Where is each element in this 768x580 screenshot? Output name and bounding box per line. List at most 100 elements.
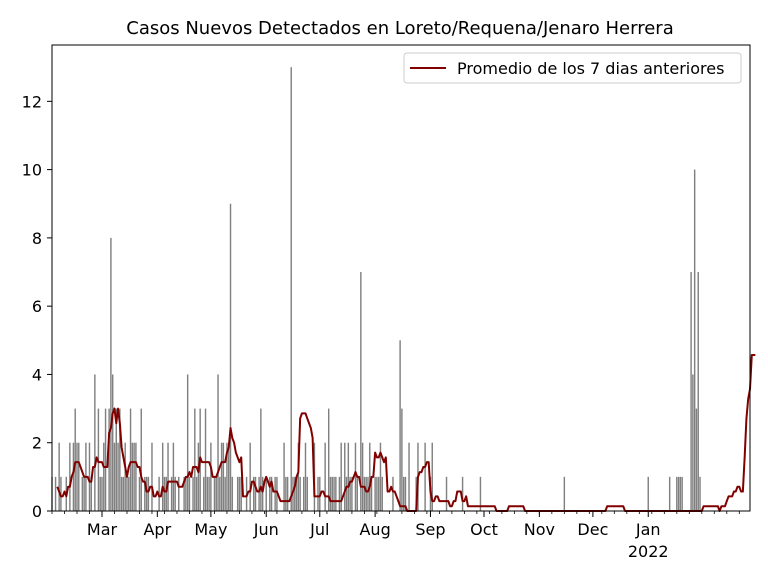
bar bbox=[677, 476, 680, 511]
bar bbox=[54, 476, 57, 511]
bar bbox=[165, 476, 167, 511]
bar bbox=[236, 476, 239, 511]
bar bbox=[197, 442, 200, 511]
bar bbox=[186, 374, 189, 511]
bar bbox=[108, 408, 110, 511]
bar bbox=[681, 476, 683, 511]
y-tick-label: 2 bbox=[32, 434, 42, 453]
bar bbox=[185, 476, 187, 511]
bar bbox=[122, 476, 125, 511]
bar bbox=[690, 272, 692, 511]
bar bbox=[83, 476, 85, 511]
bar bbox=[563, 476, 566, 511]
bar bbox=[329, 476, 332, 511]
bar bbox=[174, 476, 176, 511]
y-tick-label: 6 bbox=[32, 297, 42, 316]
bar bbox=[286, 476, 289, 511]
bar bbox=[676, 476, 678, 511]
bar bbox=[78, 442, 80, 511]
bar bbox=[99, 476, 101, 511]
bar bbox=[294, 476, 296, 511]
bar bbox=[217, 374, 219, 511]
bar bbox=[647, 476, 649, 511]
bar bbox=[103, 442, 105, 511]
bar bbox=[408, 442, 410, 511]
bar bbox=[376, 476, 378, 511]
bar bbox=[101, 476, 103, 511]
x-tick-label: Jan bbox=[635, 520, 661, 539]
bar bbox=[349, 476, 351, 511]
bar bbox=[333, 476, 335, 511]
x-tick-label: Sep bbox=[415, 520, 445, 539]
bar bbox=[697, 272, 699, 511]
bar bbox=[229, 203, 232, 511]
bar bbox=[194, 408, 196, 511]
bar bbox=[297, 442, 300, 511]
bar bbox=[302, 476, 305, 511]
bar bbox=[126, 476, 128, 511]
bar bbox=[183, 476, 185, 511]
bar bbox=[431, 442, 433, 511]
bar bbox=[344, 442, 346, 511]
x-tick-label: Jul bbox=[309, 520, 329, 539]
bar bbox=[120, 476, 123, 511]
y-tick-label: 8 bbox=[32, 229, 42, 248]
bar bbox=[76, 442, 78, 511]
bar bbox=[356, 476, 358, 511]
bar bbox=[283, 442, 285, 511]
bar bbox=[208, 476, 210, 511]
bar bbox=[135, 442, 137, 511]
x-tick-sublabel: 2022 bbox=[628, 542, 669, 561]
bar bbox=[270, 476, 273, 511]
bar bbox=[210, 442, 212, 511]
bar bbox=[360, 272, 362, 511]
legend-box bbox=[403, 52, 742, 84]
bar bbox=[274, 476, 276, 511]
bar bbox=[290, 67, 292, 511]
bar bbox=[404, 476, 407, 511]
bar bbox=[163, 476, 166, 511]
bar bbox=[365, 476, 367, 511]
bar bbox=[224, 476, 226, 511]
bar bbox=[261, 476, 264, 511]
bar bbox=[402, 476, 405, 511]
bar bbox=[129, 408, 132, 511]
y-tick-label: 10 bbox=[22, 161, 42, 180]
bar bbox=[479, 476, 482, 511]
bar bbox=[258, 476, 260, 511]
bar bbox=[195, 476, 198, 511]
bar bbox=[170, 476, 173, 511]
bar bbox=[338, 476, 341, 511]
bar bbox=[140, 408, 142, 511]
bar bbox=[69, 442, 71, 511]
bar bbox=[113, 442, 116, 511]
bar bbox=[254, 476, 257, 511]
bar bbox=[363, 476, 366, 511]
bar bbox=[377, 476, 380, 511]
chart-title: Casos Nuevos Detectados en Loreto/Requen… bbox=[126, 18, 673, 39]
bar bbox=[167, 442, 169, 511]
bar bbox=[668, 476, 671, 511]
bar bbox=[374, 476, 376, 511]
bar bbox=[151, 442, 153, 511]
bar bbox=[249, 442, 251, 511]
bar bbox=[461, 476, 464, 511]
bar bbox=[138, 476, 141, 511]
bar bbox=[285, 476, 287, 511]
bar bbox=[104, 408, 107, 511]
legend-label: Promedio de los 7 dias anteriores bbox=[457, 59, 724, 78]
bar bbox=[324, 442, 326, 511]
bar bbox=[445, 476, 448, 511]
bar bbox=[219, 476, 221, 511]
bar bbox=[265, 476, 267, 511]
bar bbox=[381, 476, 383, 511]
bar bbox=[94, 374, 96, 511]
bar bbox=[345, 476, 348, 511]
bar bbox=[401, 408, 403, 511]
x-tick-label: Dec bbox=[577, 520, 608, 539]
bar bbox=[192, 476, 194, 511]
bar bbox=[220, 442, 223, 511]
